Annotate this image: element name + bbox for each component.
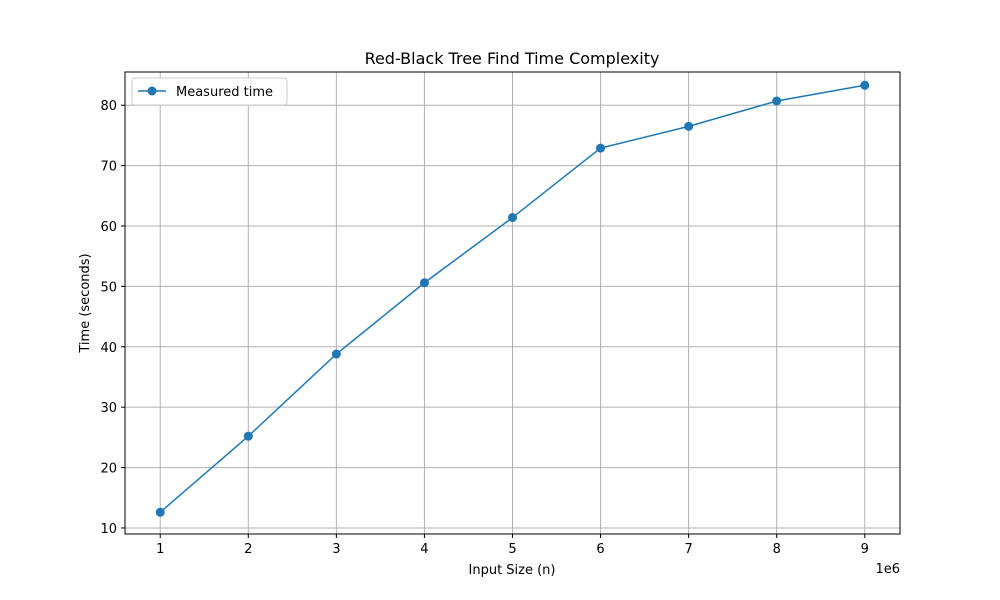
- legend-marker: [147, 86, 157, 96]
- y-tick-label: 30: [100, 401, 117, 416]
- chart-title: Red-Black Tree Find Time Complexity: [365, 49, 660, 68]
- x-axis: 1 2 3 4 5 6 7 8 9: [156, 534, 869, 557]
- data-point: [243, 431, 253, 441]
- x-tick-label: 9: [861, 542, 869, 557]
- y-tick-label: 20: [100, 462, 117, 477]
- data-point: [596, 143, 606, 153]
- data-point: [419, 278, 429, 288]
- legend-label: Measured time: [176, 85, 273, 100]
- x-axis-label: Input Size (n): [469, 563, 556, 578]
- x-tick-label: 6: [596, 542, 604, 557]
- x-axis-offset-label: 1e6: [875, 562, 900, 577]
- x-tick-label: 8: [773, 542, 781, 557]
- x-tick-label: 1: [156, 542, 164, 557]
- data-point: [772, 96, 782, 106]
- y-tick-label: 50: [100, 280, 117, 295]
- legend: Measured time: [131, 77, 288, 106]
- data-point: [155, 507, 165, 517]
- x-tick-label: 5: [508, 542, 516, 557]
- y-axis-label: Time (seconds): [78, 253, 93, 353]
- y-tick-label: 80: [100, 99, 117, 114]
- data-point: [508, 213, 517, 223]
- x-tick-label: 2: [244, 542, 252, 557]
- y-axis: 10 20 30 40 50 60 70 80: [100, 99, 125, 537]
- legend-box: [131, 77, 288, 106]
- x-tick-label: 3: [332, 542, 340, 557]
- y-tick-label: 40: [100, 341, 117, 356]
- y-tick-label: 10: [100, 522, 117, 537]
- y-tick-label: 70: [100, 160, 117, 175]
- data-point: [860, 80, 870, 90]
- series-layer: [155, 80, 870, 517]
- x-tick-label: 7: [684, 542, 692, 557]
- data-point: [684, 121, 694, 131]
- x-tick-label: 4: [420, 542, 428, 557]
- data-point: [331, 349, 341, 359]
- grid: [125, 72, 900, 534]
- y-tick-label: 60: [100, 220, 117, 235]
